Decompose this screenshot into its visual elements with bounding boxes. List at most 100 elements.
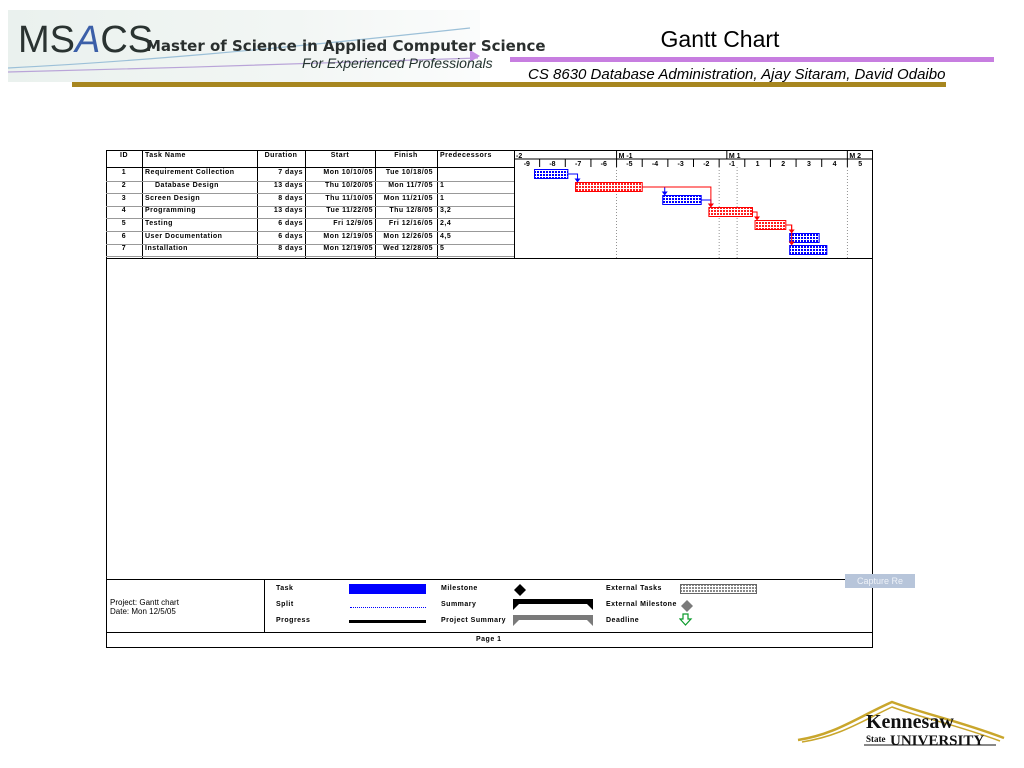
gantt-bar-task-2 bbox=[575, 182, 643, 192]
kennesaw-state-logo: Kennesaw State UNIVERSITY bbox=[797, 700, 1005, 749]
task-predecessors-cell: 5 bbox=[440, 245, 445, 252]
dependency-arrow bbox=[707, 203, 714, 208]
gantt-chart-frame bbox=[106, 150, 873, 648]
task-duration-cell: 13 days bbox=[273, 207, 303, 214]
ksu-arch bbox=[797, 700, 1005, 742]
timescale-week-label: -5 bbox=[626, 161, 632, 168]
table-row-rule bbox=[106, 256, 514, 257]
gantt-bar-task-7 bbox=[789, 245, 828, 255]
legend-deadline-label: Deadline bbox=[606, 617, 640, 624]
table-row-rule bbox=[106, 193, 514, 194]
timescale-month-label: M 1 bbox=[729, 153, 741, 160]
msacs-logo: MSACS bbox=[8, 19, 480, 73]
task-duration-cell: 13 days bbox=[273, 182, 303, 189]
task-id-cell: 1 bbox=[121, 169, 127, 176]
timescale-month-label: M -1 bbox=[619, 153, 633, 160]
task-start-cell: Tue 11/22/05 bbox=[326, 207, 373, 214]
task-finish-cell: Wed 12/28/05 bbox=[383, 245, 433, 252]
legend-milestone-label: Milestone bbox=[441, 585, 478, 592]
gantt-bar-task-6 bbox=[789, 233, 820, 243]
legend-progress-label: Progress bbox=[276, 617, 311, 624]
task-name-cell: Installation bbox=[145, 245, 188, 252]
logo-arrow-icon bbox=[470, 50, 480, 62]
legend-top-rule bbox=[106, 579, 873, 580]
dependency-link bbox=[752, 211, 758, 218]
task-duration-cell: 6 days bbox=[278, 233, 303, 240]
logo-program-name: Master of Science in Applied Computer Sc… bbox=[146, 37, 546, 55]
task-name-cell: Programming bbox=[145, 207, 197, 214]
gantt-bar-task-4 bbox=[708, 207, 753, 217]
legend-bottom-rule bbox=[106, 632, 873, 633]
task-finish-cell: Mon 11/21/05 bbox=[383, 195, 433, 202]
ksu-state: State bbox=[866, 734, 886, 744]
page-number: Page 1 bbox=[476, 636, 502, 643]
task-duration-cell: 7 days bbox=[278, 169, 303, 176]
task-finish-cell: Mon 11/7/05 bbox=[388, 182, 433, 189]
table-bottom-rule bbox=[106, 258, 873, 259]
table-column-divider bbox=[257, 150, 258, 258]
table-column-divider bbox=[375, 150, 376, 258]
task-name-cell: Testing bbox=[145, 220, 173, 227]
column-header-id: ID bbox=[120, 152, 128, 159]
legend-task-swatch bbox=[349, 584, 426, 594]
timescale-week-label: -1 bbox=[729, 161, 735, 168]
gantt-bar-task-5 bbox=[754, 220, 787, 230]
capture-region-button[interactable]: Capture Re bbox=[845, 574, 915, 588]
task-duration-cell: 8 days bbox=[278, 245, 303, 252]
table-row-rule bbox=[106, 231, 514, 232]
task-start-cell: Mon 10/10/05 bbox=[323, 169, 373, 176]
task-name-cell: User Documentation bbox=[145, 233, 223, 240]
course-line: CS 8630 Database Administration, Ajay Si… bbox=[528, 66, 946, 83]
legend-project-summary-label: Project Summary bbox=[441, 617, 507, 624]
timescale-week-label: -3 bbox=[678, 161, 684, 168]
timescale-month-label: -2 bbox=[516, 153, 522, 160]
external-tasks-swatch bbox=[680, 584, 757, 594]
slide-title: Gantt Chart bbox=[660, 26, 780, 52]
column-header-task-name: Task Name bbox=[145, 152, 186, 159]
task-predecessors-cell: 2,4 bbox=[440, 220, 452, 227]
task-duration-cell: 6 days bbox=[278, 220, 303, 227]
table-row-rule bbox=[106, 244, 514, 245]
milestone-diamond-icon bbox=[514, 584, 526, 596]
task-name-cell: Database Design bbox=[155, 182, 219, 189]
ksu-line1: Kennesaw bbox=[866, 711, 954, 733]
timescale-month-label: M 2 bbox=[849, 153, 861, 160]
task-start-cell: Mon 12/19/05 bbox=[323, 233, 373, 240]
dependency-link bbox=[642, 186, 666, 193]
legend-split-swatch bbox=[350, 607, 426, 608]
table-row-rule bbox=[106, 218, 514, 219]
purple-rule bbox=[510, 57, 994, 62]
legend-external-tasks-label: External Tasks bbox=[606, 585, 662, 592]
task-id-cell: 2 bbox=[121, 182, 127, 189]
task-predecessors-cell: 1 bbox=[440, 182, 445, 189]
legend-task-label: Task bbox=[276, 585, 294, 592]
dependency-arrow bbox=[574, 178, 581, 183]
task-predecessors-cell: 3,2 bbox=[440, 207, 452, 214]
legend-external-milestone-label: External Milestone bbox=[606, 601, 677, 608]
logo-swoosh-lower bbox=[8, 57, 479, 73]
gantt-bar-task-3 bbox=[662, 195, 702, 205]
task-id-cell: 7 bbox=[121, 245, 127, 252]
task-id-cell: 4 bbox=[121, 207, 127, 214]
task-start-cell: Thu 10/20/05 bbox=[324, 182, 373, 189]
task-id-cell: 6 bbox=[121, 233, 127, 240]
task-finish-cell: Mon 12/26/05 bbox=[383, 233, 433, 240]
project-date: Date: Mon 12/5/05 bbox=[110, 607, 176, 616]
task-name-cell: Screen Design bbox=[145, 195, 201, 202]
dependency-link bbox=[642, 186, 712, 205]
table-column-divider bbox=[142, 150, 143, 258]
table-row-rule bbox=[106, 206, 514, 207]
column-header-predecessors: Predecessors bbox=[440, 152, 492, 159]
timescale-week-label: -8 bbox=[549, 161, 555, 168]
external-milestone-diamond-icon bbox=[681, 600, 693, 612]
timescale-week-label: 4 bbox=[833, 161, 837, 168]
legend-progress-swatch bbox=[349, 620, 426, 623]
task-start-cell: Thu 11/10/05 bbox=[325, 195, 373, 202]
timescale-week-label: 2 bbox=[781, 161, 785, 168]
table-row-rule bbox=[106, 181, 514, 182]
task-id-cell: 5 bbox=[121, 220, 127, 227]
summary-bar-icon bbox=[513, 599, 593, 610]
deadline-arrow-icon bbox=[679, 613, 693, 626]
timescale-week-label: 3 bbox=[807, 161, 811, 168]
dependency-arrow bbox=[788, 241, 795, 246]
